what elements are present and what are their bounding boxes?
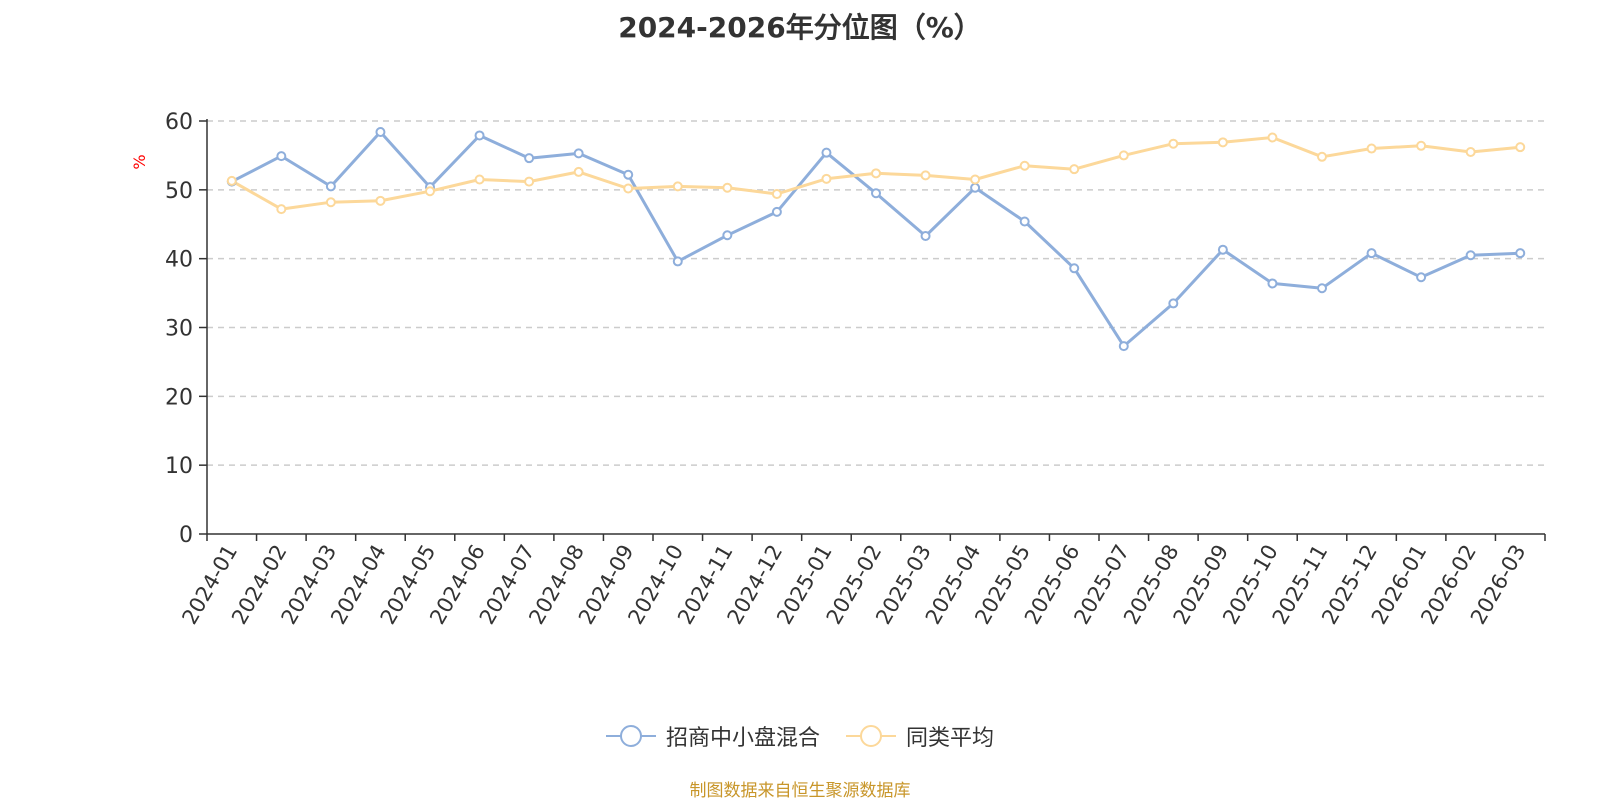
data-point-series-2[interactable] <box>226 175 237 186</box>
legend-item-series-1[interactable]: 招商中小盘混合 <box>605 720 820 752</box>
data-point-series-1[interactable] <box>821 147 832 158</box>
data-point-series-1[interactable] <box>1069 263 1080 274</box>
data-point-series-2[interactable] <box>1118 150 1129 161</box>
y-tick-label: 40 <box>165 248 193 273</box>
data-point-series-2[interactable] <box>821 173 832 184</box>
legend-label: 同类平均 <box>906 726 995 751</box>
data-point-series-2[interactable] <box>425 186 435 197</box>
data-point-series-2[interactable] <box>573 166 584 177</box>
data-point-series-1[interactable] <box>1515 248 1526 259</box>
data-point-series-1[interactable] <box>1168 298 1179 309</box>
data-point-series-1[interactable] <box>1267 278 1278 289</box>
data-point-series-1[interactable] <box>1217 244 1228 255</box>
data-point-series-2[interactable] <box>524 176 535 187</box>
y-tick-label: 60 <box>165 110 193 135</box>
data-point-series-1[interactable] <box>672 256 683 267</box>
data-point-series-1[interactable] <box>771 206 782 217</box>
data-point-series-2[interactable] <box>1416 140 1427 151</box>
data-point-series-1[interactable] <box>920 230 931 241</box>
data-point-series-2[interactable] <box>1217 137 1228 148</box>
data-point-series-1[interactable] <box>524 153 535 164</box>
data-point-series-1[interactable] <box>474 130 485 141</box>
data-point-series-2[interactable] <box>1267 132 1278 143</box>
data-point-series-1[interactable] <box>325 181 336 192</box>
data-point-series-1[interactable] <box>722 230 733 241</box>
data-point-series-2[interactable] <box>623 183 634 194</box>
data-point-series-2[interactable] <box>276 204 287 215</box>
data-point-series-2[interactable] <box>375 195 386 206</box>
legend-label: 招商中小盘混合 <box>665 726 820 751</box>
data-point-series-1[interactable] <box>970 182 981 193</box>
legend: 招商中小盘混合 同类平均 <box>0 720 1600 752</box>
source-note: 制图数据来自恒生聚源数据库 <box>689 781 911 801</box>
data-point-series-1[interactable] <box>1465 250 1476 261</box>
y-tick-label: 10 <box>165 454 193 479</box>
chart-title: 2024-2026年分位图（%） <box>618 11 982 44</box>
data-point-series-2[interactable] <box>722 182 733 193</box>
data-point-series-1[interactable] <box>1416 272 1427 283</box>
legend-marker-icon <box>605 725 656 747</box>
line-chart: 0 10 20 30 40 50 60 2024-012024-022024-032024-… <box>130 110 1546 629</box>
data-point-series-2[interactable] <box>1317 151 1327 162</box>
data-point-series-1[interactable] <box>375 127 386 138</box>
data-point-series-2[interactable] <box>1515 142 1526 153</box>
series-line-1 <box>231 130 1521 348</box>
data-point-series-1[interactable] <box>573 148 584 159</box>
data-point-series-1[interactable] <box>871 188 881 199</box>
data-point-series-2[interactable] <box>325 197 336 208</box>
data-point-series-2[interactable] <box>1465 146 1476 157</box>
y-tick-label: 50 <box>165 179 193 204</box>
y-tick-label: 20 <box>165 385 193 410</box>
axes <box>199 119 1546 541</box>
data-point-series-2[interactable] <box>474 174 485 185</box>
data-point-series-2[interactable] <box>920 170 931 181</box>
data-point-series-2[interactable] <box>871 168 881 179</box>
legend-marker-icon <box>846 725 896 747</box>
x-tick-labels: 2024-012024-022024-032024-042024-052024-… <box>177 541 1530 629</box>
data-point-series-2[interactable] <box>1366 143 1377 154</box>
data-point-series-2[interactable] <box>1069 164 1080 175</box>
y-tick-labels: 0 10 20 30 40 50 60 <box>165 110 193 548</box>
data-point-series-1[interactable] <box>1317 283 1327 294</box>
series-lines <box>226 127 1526 352</box>
y-axis-label: % <box>130 154 149 169</box>
y-tick-label: 0 <box>179 523 193 548</box>
data-point-series-2[interactable] <box>771 188 782 199</box>
data-point-series-1[interactable] <box>276 151 287 162</box>
data-point-series-2[interactable] <box>672 181 683 192</box>
legend-item-series-2[interactable]: 同类平均 <box>846 720 994 752</box>
data-point-series-2[interactable] <box>970 174 981 185</box>
data-point-series-1[interactable] <box>1019 216 1030 227</box>
data-point-series-1[interactable] <box>1118 341 1129 352</box>
y-tick-label: 30 <box>165 317 193 342</box>
data-point-series-1[interactable] <box>623 169 634 180</box>
data-point-series-1[interactable] <box>1366 248 1377 259</box>
data-point-series-2[interactable] <box>1168 138 1179 149</box>
data-point-series-2[interactable] <box>1019 160 1030 171</box>
